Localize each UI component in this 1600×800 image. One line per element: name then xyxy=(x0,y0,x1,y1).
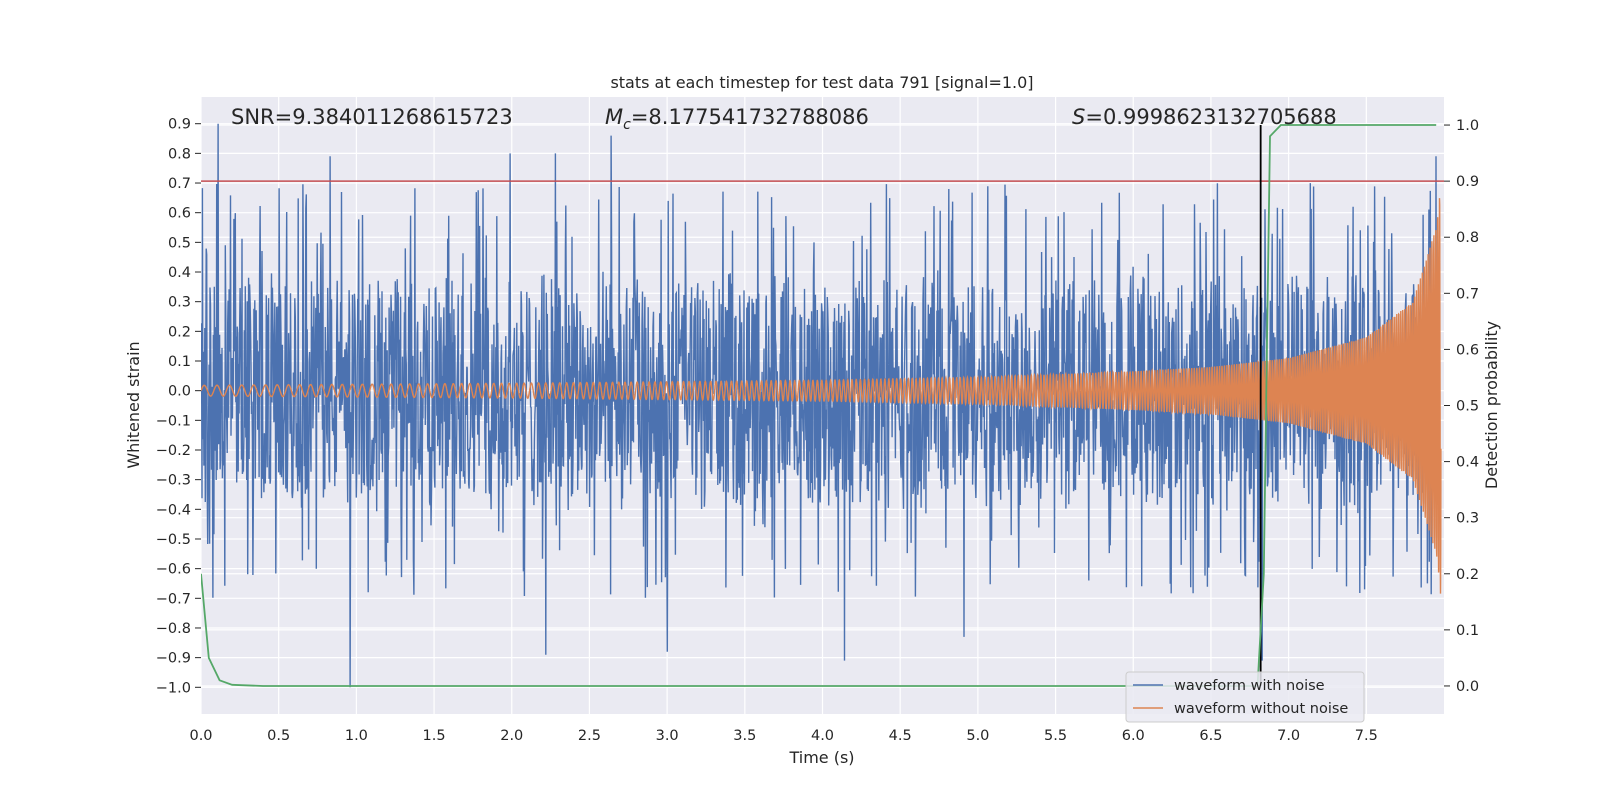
x-tick-label: 1.0 xyxy=(345,728,368,744)
chirp-mass-annotation: Mc=8.177541732788086 xyxy=(605,105,869,133)
x-tick-label: 7.0 xyxy=(1277,728,1300,744)
y-tick-label: 0.5 xyxy=(168,235,191,251)
series-waveform-with-noise xyxy=(201,123,1440,688)
x-tick-label: 3.5 xyxy=(733,728,756,744)
y-tick-label: 0.0 xyxy=(168,384,191,400)
x-tick-label: 2.0 xyxy=(500,728,523,744)
x-tick-label: 3.0 xyxy=(656,728,679,744)
y-tick-label: −0.9 xyxy=(156,651,191,667)
y2-tick-label: 0.9 xyxy=(1456,174,1479,190)
y2-tick-label: 0.7 xyxy=(1456,286,1479,302)
y-tick-label: 0.7 xyxy=(168,176,191,192)
y-tick-label: −0.3 xyxy=(156,473,191,489)
y2-tick-label: 1.0 xyxy=(1456,118,1479,134)
y-tick-label: 0.4 xyxy=(168,265,191,281)
y2-tick-label: 0.0 xyxy=(1456,679,1479,695)
x-tick-label: 6.5 xyxy=(1199,728,1222,744)
legend: waveform with noise waveform without noi… xyxy=(1125,671,1365,723)
s-symbol: S xyxy=(1072,105,1085,129)
y-tick-label: −0.5 xyxy=(156,532,191,548)
s-value: =0.9998623132705688 xyxy=(1085,105,1336,129)
score-annotation: S=0.9998623132705688 xyxy=(1072,105,1337,129)
x-tick-label: 0.0 xyxy=(189,728,212,744)
series-waveform-without-noise xyxy=(201,198,1442,594)
legend-label-clean: waveform without noise xyxy=(1174,701,1348,717)
y-tick-label: 0.8 xyxy=(168,146,191,162)
x-tick-label: 5.0 xyxy=(966,728,989,744)
y-tick-label: −1.0 xyxy=(156,680,191,696)
x-tick-label: 2.5 xyxy=(578,728,601,744)
y2-tick-label: 0.5 xyxy=(1456,399,1479,415)
mc-symbol: M xyxy=(605,105,623,129)
y-tick-label: −0.2 xyxy=(156,443,191,459)
y-tick-label: −0.1 xyxy=(156,413,191,429)
chart-title: stats at each timestep for test data 791… xyxy=(610,73,1033,92)
y2-ticks: 1.0 0.9 0.8 0.7 0.6 0.5 0.4 0.3 0.2 0.1 0.0 xyxy=(1444,118,1479,695)
y-axis-label: Whitened strain xyxy=(124,341,143,468)
mc-value: =8.177541732788086 xyxy=(631,105,869,129)
x-tick-label: 4.5 xyxy=(889,728,912,744)
y2-tick-label: 0.4 xyxy=(1456,455,1479,471)
y-tick-label: 0.3 xyxy=(168,295,191,311)
y-tick-label: 0.6 xyxy=(168,206,191,222)
x-ticks: 0.0 0.5 1.0 1.5 2.0 2.5 3.0 3.5 4.0 4.5 5.0 5.5 6.0 6… xyxy=(189,728,1377,744)
y-tick-label: 0.2 xyxy=(168,324,191,340)
y-tick-label: −0.7 xyxy=(156,591,191,607)
y2-tick-label: 0.1 xyxy=(1456,623,1479,639)
x-tick-label: 6.0 xyxy=(1122,728,1145,744)
y2-tick-label: 0.8 xyxy=(1456,230,1479,246)
y2-axis-label: Detection probability xyxy=(1482,321,1501,489)
y-ticks: 0.9 0.8 0.7 0.6 0.5 0.4 0.3 0.2 0.1 0.0 −0.1 −0.2 −0… xyxy=(156,117,201,696)
x-tick-label: 4.0 xyxy=(811,728,834,744)
x-tick-label: 0.5 xyxy=(267,728,290,744)
snr-annotation: SNR=9.384011268615723 xyxy=(231,105,513,129)
y-tick-label: −0.4 xyxy=(156,502,191,518)
y-tick-label: −0.8 xyxy=(156,621,191,637)
y2-tick-label: 0.3 xyxy=(1456,511,1479,527)
y-tick-label: 0.9 xyxy=(168,117,191,133)
y-tick-label: 0.1 xyxy=(168,354,191,370)
y2-tick-label: 0.6 xyxy=(1456,342,1479,358)
x-tick-label: 7.5 xyxy=(1355,728,1378,744)
y2-tick-label: 0.2 xyxy=(1456,567,1479,583)
x-tick-label: 1.5 xyxy=(423,728,446,744)
legend-label-noise: waveform with noise xyxy=(1174,678,1325,694)
x-tick-label: 5.5 xyxy=(1044,728,1067,744)
mc-subscript: c xyxy=(623,117,631,133)
x-axis-label: Time (s) xyxy=(788,748,854,767)
y-tick-label: −0.6 xyxy=(156,562,191,578)
legend-box xyxy=(1125,671,1365,723)
